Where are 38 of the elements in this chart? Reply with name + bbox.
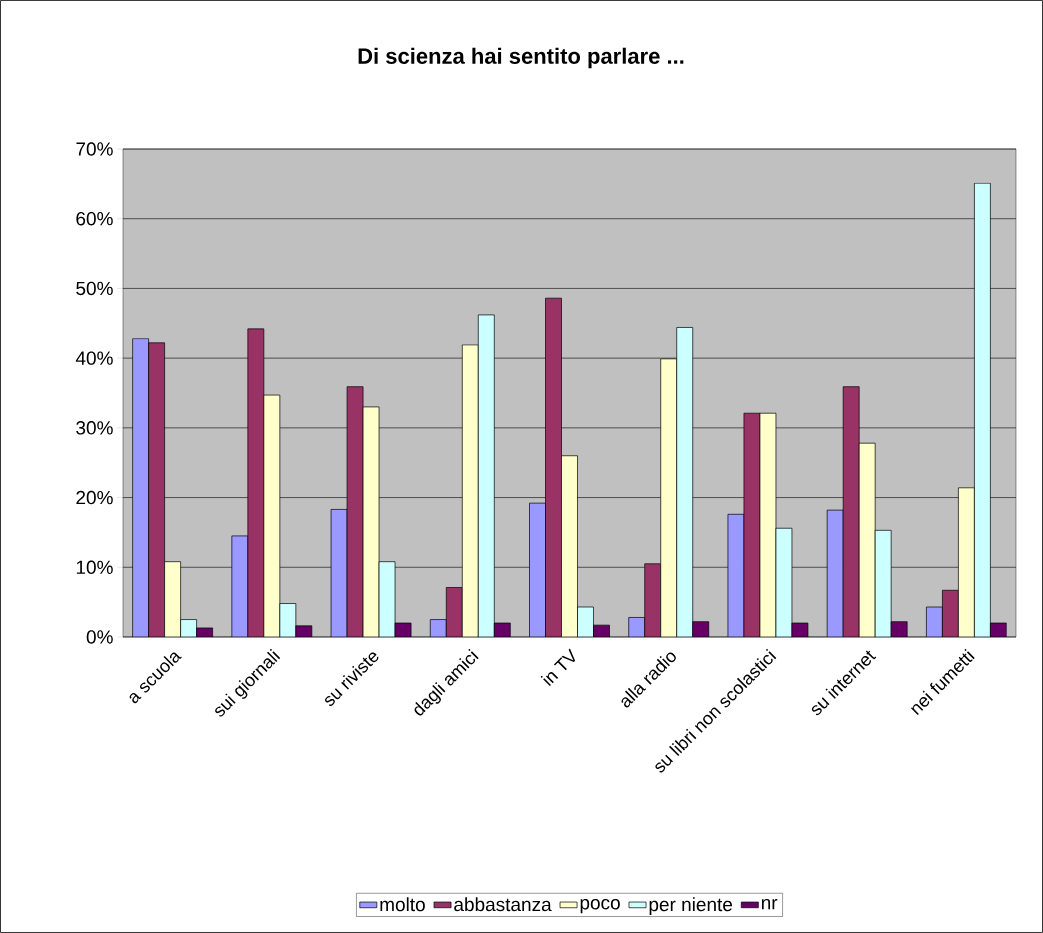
bar [958,487,975,637]
bar [279,603,297,637]
bar [942,589,959,637]
y-tick-label: 20% [76,490,113,505]
legend-label: abbastanza [454,897,552,912]
bar [660,358,678,637]
y-tick-label: 40% [75,351,113,365]
y-tick-label: 50% [76,281,113,296]
bar [545,297,562,637]
y-tick-label: 60% [76,211,113,226]
bar [529,502,546,637]
y-tick-label: 0% [86,630,113,644]
legend-label: nr [761,899,778,910]
bar [477,314,495,637]
bar [263,394,281,637]
bar [148,342,165,637]
bar [644,563,662,637]
bar [858,442,876,637]
y-tick-label: 30% [76,421,113,435]
y-tick-label: 10% [76,560,113,574]
bar [676,327,694,637]
bar [826,509,844,637]
bar [842,386,860,637]
bar [247,328,265,637]
bar [164,561,181,637]
x-tick-label: in TV [540,648,576,687]
bar [132,338,149,637]
chart-title: Di scienza hai sentito parlare ... [358,47,684,69]
legend-label: per niente [649,897,733,915]
legend-label: poco [580,899,620,914]
legend-label: molto [380,897,425,912]
bar [231,535,249,637]
bar [974,182,991,637]
bar [874,529,892,637]
y-tick-label: 70% [76,142,113,156]
bar [445,587,463,637]
bar [561,455,578,637]
bar [461,344,479,637]
